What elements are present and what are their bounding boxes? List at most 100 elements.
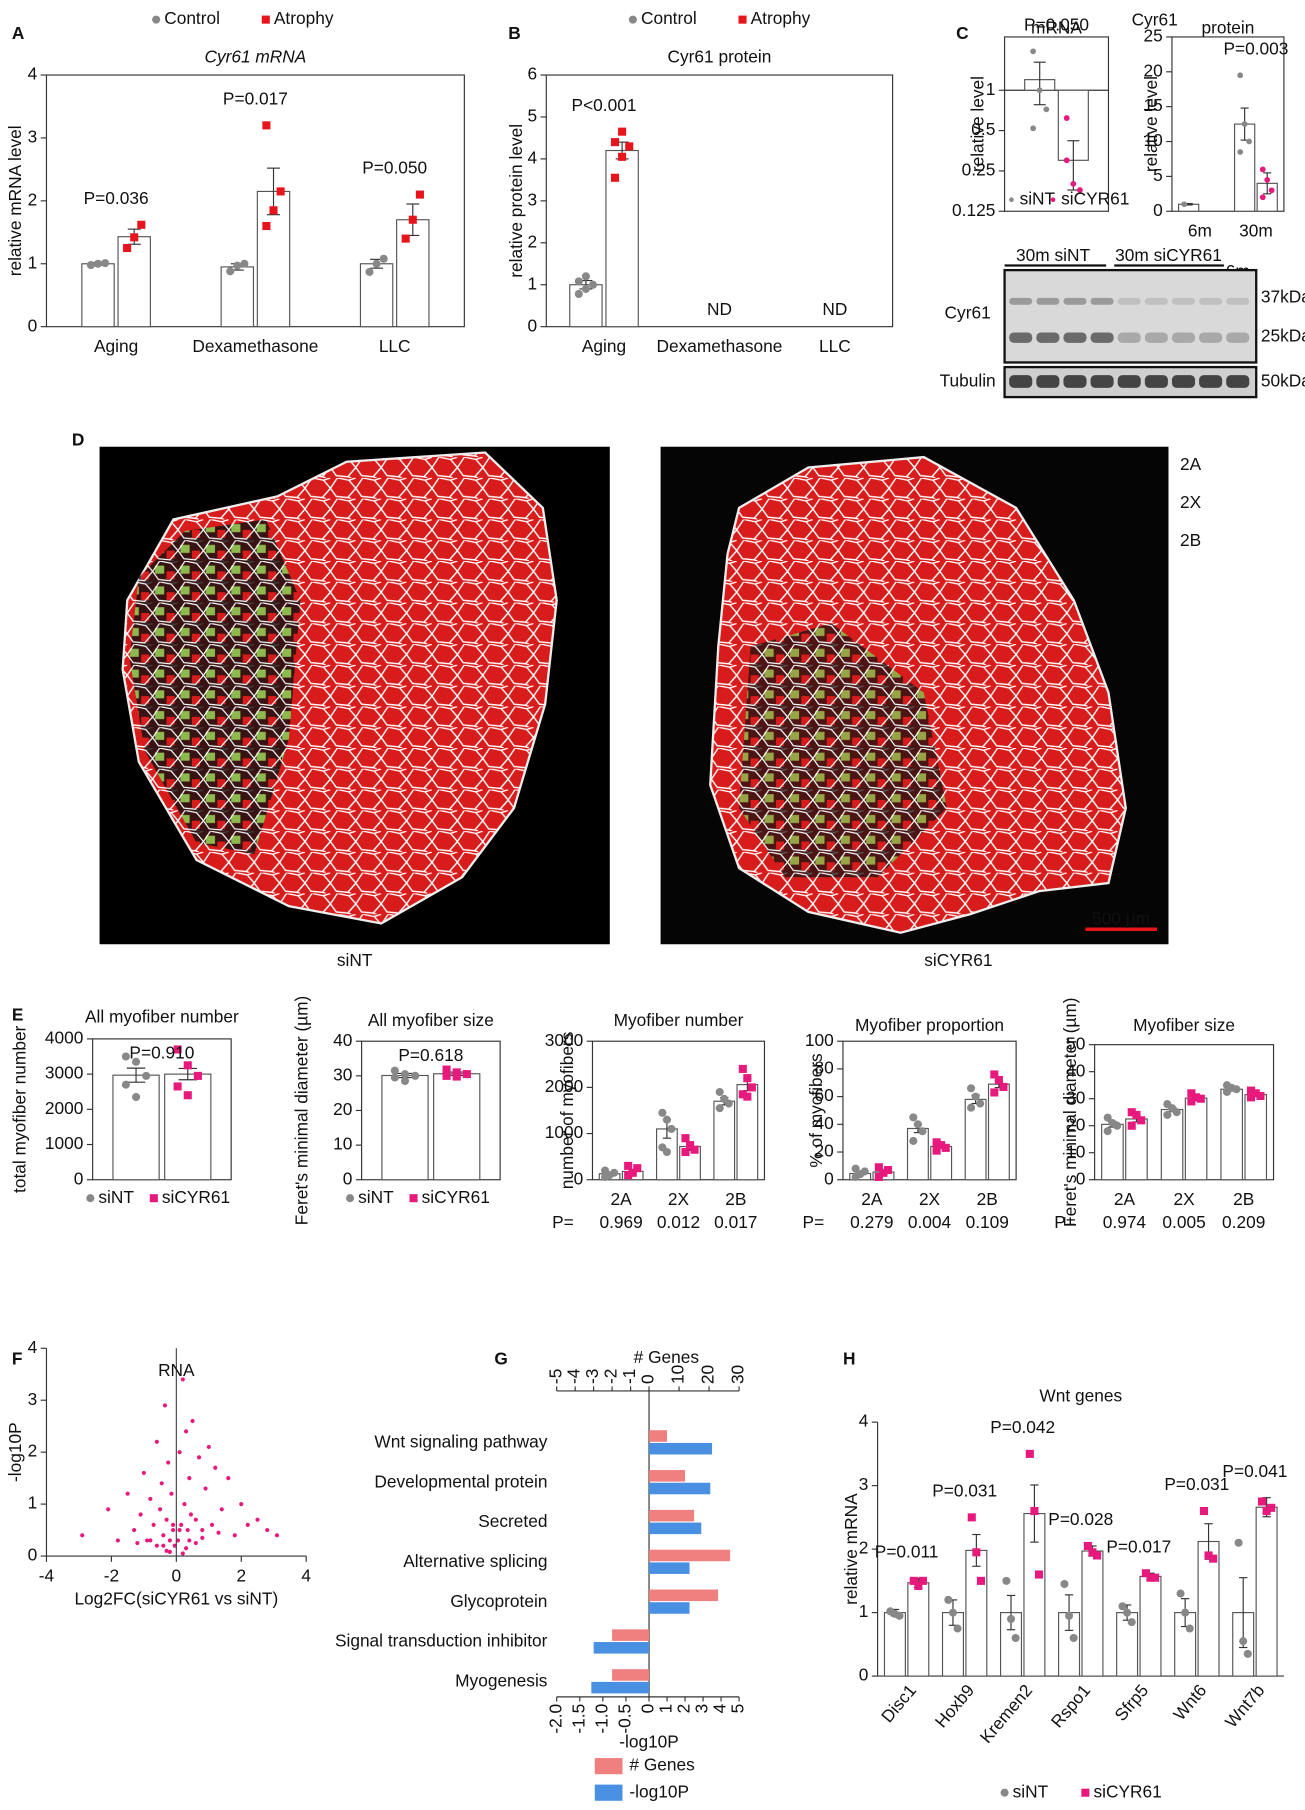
data-point bbox=[1264, 176, 1271, 183]
data-point bbox=[161, 1543, 166, 1548]
p-value: 0.012 bbox=[657, 1212, 700, 1232]
y-tick-label: 0.25 bbox=[962, 159, 996, 179]
p-value: P=0.050 bbox=[1024, 15, 1089, 35]
data-point bbox=[262, 121, 271, 130]
plot-frame bbox=[1171, 36, 1285, 212]
data-point bbox=[738, 1090, 747, 1099]
legend-label: siCYR61 bbox=[162, 1187, 230, 1207]
bar bbox=[117, 236, 151, 328]
data-point bbox=[681, 1134, 690, 1143]
data-point bbox=[625, 142, 634, 151]
x-tick-label: Dexamethasone bbox=[656, 336, 782, 356]
blot-band bbox=[1144, 375, 1168, 388]
y-axis-label: number of myofibers bbox=[557, 1031, 577, 1189]
data-point bbox=[372, 259, 381, 268]
data-point bbox=[1006, 1614, 1016, 1623]
data-point bbox=[883, 1165, 893, 1175]
legend-marker bbox=[738, 15, 747, 24]
data-point bbox=[1172, 1108, 1181, 1117]
data-point bbox=[154, 1543, 159, 1548]
blot-band bbox=[1036, 375, 1060, 388]
y-axis-label: relative mRNA bbox=[841, 1493, 861, 1605]
blot-band bbox=[1090, 332, 1114, 343]
data-point bbox=[895, 1611, 904, 1620]
bar bbox=[906, 1127, 929, 1181]
chart-title: All myofiber size bbox=[368, 1010, 494, 1030]
category-label: Alternative splicing bbox=[403, 1551, 547, 1571]
legend-label: siNT bbox=[1020, 188, 1056, 208]
x-tick-label: -1 bbox=[619, 1369, 639, 1384]
data-point bbox=[1113, 1121, 1122, 1130]
legend-marker bbox=[1081, 1788, 1090, 1797]
data-point bbox=[226, 267, 235, 276]
legend-swatch bbox=[594, 1784, 623, 1801]
x-axis-label: Log2FC(siCYR61 vs siNT) bbox=[74, 1588, 278, 1608]
y-tick-label: 30 bbox=[333, 1064, 352, 1084]
y-axis-label: relative level bbox=[1141, 76, 1161, 172]
blot-band bbox=[1090, 297, 1114, 305]
data-point bbox=[188, 1512, 194, 1517]
chart-title: Wnt genes bbox=[1039, 1385, 1122, 1405]
chart-title: RNA bbox=[158, 1360, 195, 1380]
data-point bbox=[724, 1099, 733, 1108]
y-tick-label: 2000 bbox=[545, 1076, 583, 1096]
p-value: P=0.031 bbox=[932, 1481, 997, 1501]
data-point bbox=[1036, 87, 1043, 94]
bar bbox=[987, 1083, 1010, 1181]
data-point bbox=[1267, 1503, 1276, 1512]
legend-label: siNT bbox=[98, 1187, 134, 1207]
y-tick-label: 20 bbox=[1066, 1114, 1085, 1134]
data-point bbox=[130, 233, 139, 242]
data-point bbox=[171, 1522, 176, 1527]
bar bbox=[649, 1442, 713, 1455]
data-point bbox=[142, 1071, 151, 1080]
panel-label: H bbox=[843, 1348, 856, 1368]
chart-title: Cyr61 mRNA bbox=[204, 46, 306, 66]
y-tick-label: 4 bbox=[527, 147, 537, 167]
panel-label: D bbox=[72, 430, 85, 450]
data-point bbox=[913, 1120, 922, 1129]
data-point bbox=[1239, 1637, 1248, 1646]
nd-label: ND bbox=[822, 299, 847, 319]
bar bbox=[605, 149, 639, 328]
legend-marker bbox=[346, 1194, 355, 1203]
p-value: P=0.017 bbox=[223, 89, 288, 109]
data-point bbox=[967, 1103, 976, 1112]
data-point bbox=[274, 1533, 280, 1538]
x-tick-label: -0.5 bbox=[615, 1704, 635, 1734]
data-point bbox=[588, 280, 598, 289]
blot-group-label: 30m siNT bbox=[1016, 245, 1090, 265]
data-point bbox=[411, 1071, 420, 1080]
data-point bbox=[180, 1377, 185, 1382]
legend-marker bbox=[149, 1194, 158, 1203]
data-point bbox=[976, 1576, 986, 1585]
data-point bbox=[1185, 1624, 1194, 1633]
y-tick-label: 2 bbox=[28, 1441, 38, 1461]
data-point bbox=[177, 1450, 182, 1455]
panel-label: B bbox=[508, 23, 520, 43]
x-tick-label: -4 bbox=[39, 1565, 55, 1585]
blot-band bbox=[1171, 332, 1196, 343]
p-value: P=0.031 bbox=[1164, 1474, 1229, 1494]
data-point bbox=[183, 1546, 189, 1551]
blot-band bbox=[1036, 332, 1060, 343]
blot-band bbox=[1199, 332, 1223, 343]
y-tick-label: 10 bbox=[1066, 1141, 1085, 1161]
blot-size-label: 50kDa bbox=[1261, 371, 1305, 391]
x-tick-label: Wnt7b bbox=[1221, 1680, 1268, 1731]
data-point bbox=[1259, 194, 1266, 201]
data-point bbox=[182, 1502, 187, 1507]
blot-band bbox=[1199, 297, 1223, 305]
blot-band bbox=[1117, 297, 1141, 305]
y-tick-label: 1 bbox=[859, 1601, 869, 1621]
y-axis-label: relative mRNA level bbox=[5, 125, 25, 276]
y-tick-label: 20 bbox=[1143, 60, 1162, 80]
data-point bbox=[137, 220, 146, 229]
bar bbox=[907, 1582, 930, 1677]
panel-label: A bbox=[12, 23, 25, 43]
data-point bbox=[932, 1138, 941, 1147]
legend-marker bbox=[409, 1194, 418, 1203]
blot-band bbox=[1063, 297, 1087, 305]
data-point bbox=[1251, 1089, 1260, 1098]
bar bbox=[649, 1589, 719, 1602]
